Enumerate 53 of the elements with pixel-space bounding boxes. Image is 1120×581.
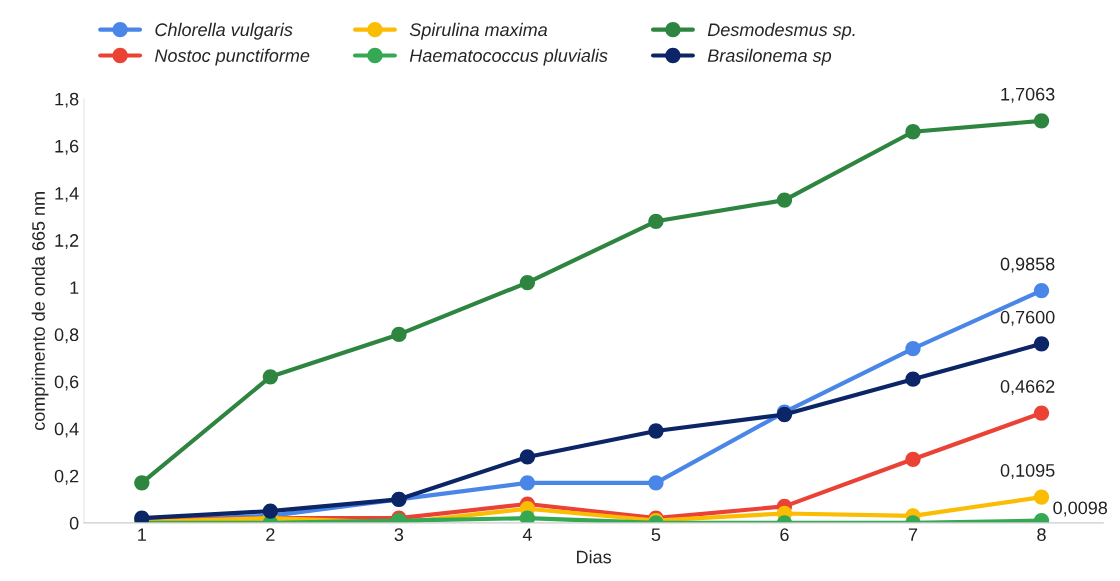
y-tick-label: 0,6 [54, 375, 79, 391]
legend-label: Spirulina maxima [409, 22, 548, 40]
point [648, 423, 664, 439]
point [1033, 113, 1050, 129]
x-tick-label: 2 [266, 528, 275, 541]
legend-label: Brasilonema sp [707, 48, 832, 66]
data-label: 1,7063 [1001, 87, 1055, 103]
data-label: 0,7600 [1000, 310, 1055, 326]
y-tick-label: 1,6 [55, 139, 79, 155]
x-tick-label: 3 [394, 528, 404, 542]
y-tick-label: 0,4 [54, 422, 79, 438]
point [905, 451, 921, 467]
data-label: 0,0098 [1053, 501, 1108, 517]
y-tick-label: 0 [69, 516, 79, 530]
legend-label: Nostoc punctiforme [154, 48, 310, 66]
x-tick-label: 1 [138, 528, 146, 541]
point [519, 475, 536, 491]
x-tick-label: 5 [651, 528, 661, 542]
point [262, 369, 278, 385]
point [134, 475, 150, 491]
point [519, 510, 536, 523]
x-axis-title: Dias [577, 550, 612, 564]
x-tick-label: 8 [1037, 528, 1046, 542]
y-tick-label: 1,2 [55, 234, 79, 249]
legend-label: Chlorella vulgaris [155, 22, 293, 40]
point [1033, 336, 1050, 352]
x-tick-label: 4 [522, 528, 532, 541]
legend-label: Desmodesmus sp. [707, 22, 855, 40]
x-tick-label: 6 [780, 528, 789, 542]
data-label: 0,1095 [1000, 464, 1055, 479]
data-label: 0,4662 [1000, 380, 1055, 395]
point [905, 371, 921, 387]
y-tick-label: 0,8 [54, 328, 79, 344]
y-tick-label: 1,8 [55, 92, 79, 108]
y-tick-label: 1 [70, 281, 79, 294]
point [1033, 282, 1050, 299]
point [905, 340, 921, 357]
point [905, 124, 921, 140]
y-tick-label: 0,2 [54, 469, 79, 485]
y-tick-label: 1,4 [55, 187, 79, 202]
point [1033, 405, 1050, 421]
y-axis-title: comprimento de onda 665 nm [31, 192, 49, 430]
point [519, 449, 536, 465]
point [1033, 489, 1050, 505]
point [391, 326, 407, 343]
point [776, 192, 793, 208]
legend-label: Haematococcus pluvialis [409, 48, 608, 66]
point [648, 475, 664, 491]
point [519, 274, 536, 291]
point [262, 503, 278, 519]
x-tick-label: 7 [908, 528, 918, 541]
point [648, 213, 664, 229]
data-label: 0,9858 [1000, 257, 1055, 273]
